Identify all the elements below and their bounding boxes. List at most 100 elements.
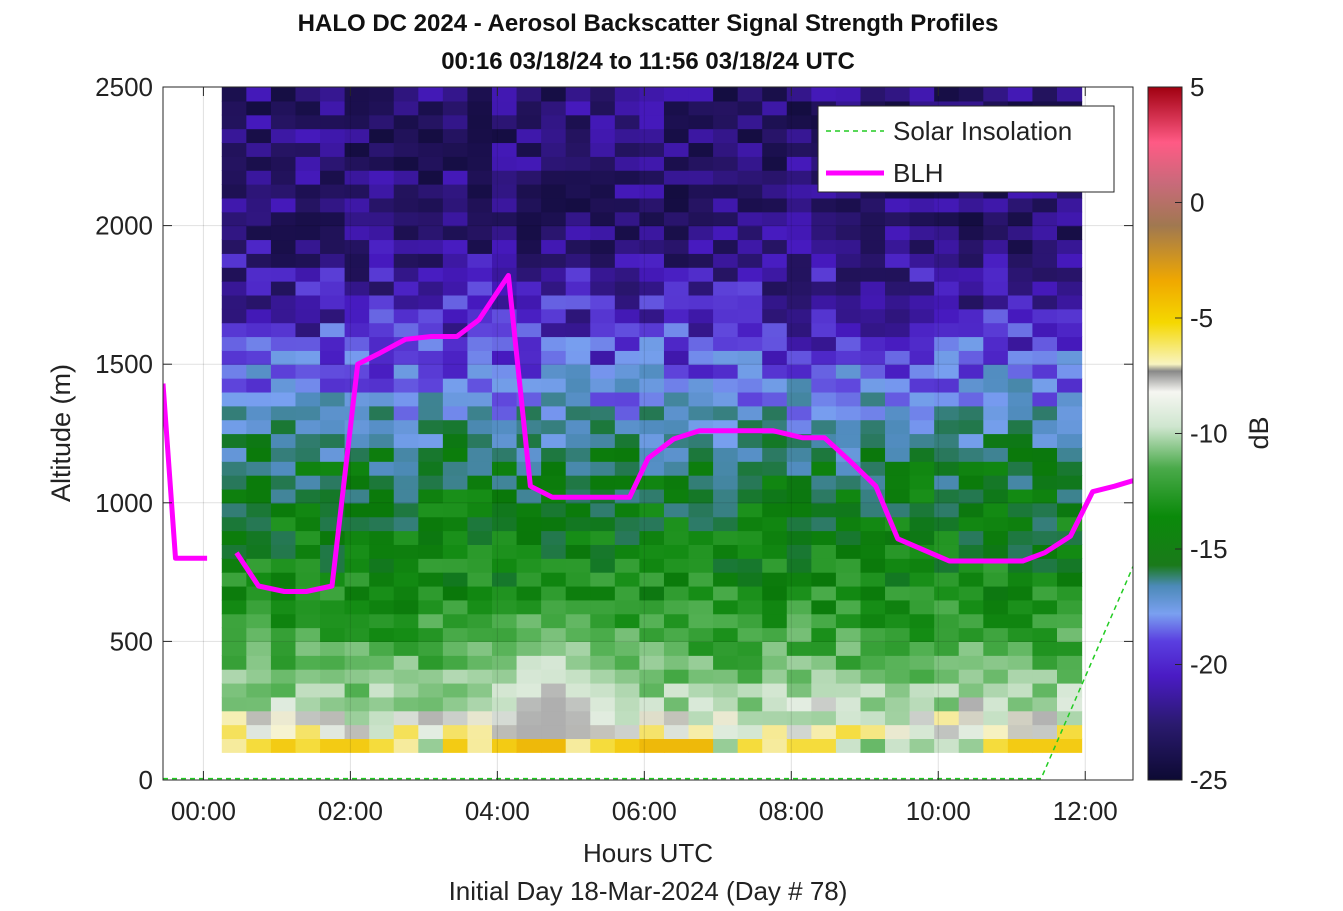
heatmap-cell xyxy=(885,447,911,462)
heatmap-cell xyxy=(835,599,862,615)
heatmap-cell xyxy=(639,488,665,504)
heatmap-cell xyxy=(934,225,960,241)
heatmap-cell xyxy=(393,585,419,601)
heatmap-cell xyxy=(811,391,837,407)
heatmap-cell xyxy=(860,211,886,227)
heatmap-cell xyxy=(442,267,469,282)
heatmap-cell xyxy=(639,308,665,324)
heatmap-cell xyxy=(393,669,419,684)
heatmap-cell xyxy=(639,599,665,615)
heatmap-cell xyxy=(688,294,714,310)
heatmap-cell xyxy=(246,405,272,421)
heatmap-cell xyxy=(835,516,862,532)
heatmap-cell xyxy=(516,655,542,670)
heatmap-cell xyxy=(270,239,297,254)
heatmap-cell xyxy=(885,488,911,504)
heatmap-cell xyxy=(958,350,984,365)
heatmap-cell xyxy=(934,461,960,476)
heatmap-cell xyxy=(492,669,518,684)
heatmap-cell xyxy=(393,184,419,199)
heatmap-cell xyxy=(663,378,690,393)
heatmap-cell xyxy=(1057,267,1083,282)
heatmap-cell xyxy=(442,461,469,476)
heatmap-cell xyxy=(835,419,862,435)
heatmap-cell xyxy=(442,364,469,379)
heatmap-cell xyxy=(541,225,567,241)
heatmap-cell xyxy=(811,502,837,518)
heatmap-cell xyxy=(369,655,395,670)
heatmap-cell xyxy=(663,613,690,629)
heatmap-cell xyxy=(688,682,714,698)
heatmap-cell xyxy=(246,613,272,629)
heatmap-cell xyxy=(246,184,272,199)
heatmap-cell xyxy=(393,724,419,740)
heatmap-cell xyxy=(885,696,911,712)
heatmap-cell xyxy=(811,572,837,587)
heatmap-cell xyxy=(885,391,911,407)
heatmap-cell xyxy=(811,696,837,712)
heatmap-cell xyxy=(1007,710,1034,726)
heatmap-cell xyxy=(983,322,1009,338)
heatmap-cell xyxy=(663,516,690,532)
heatmap-cell xyxy=(614,461,640,476)
heatmap-cell xyxy=(1007,433,1034,448)
heatmap-cell xyxy=(1057,391,1083,407)
heatmap-cell xyxy=(320,475,346,490)
heatmap-cell xyxy=(688,197,714,213)
heatmap-cell xyxy=(270,142,297,157)
heatmap-cell xyxy=(639,170,665,185)
heatmap-cell xyxy=(688,87,714,102)
heatmap-cell xyxy=(958,613,984,629)
heatmap-cell xyxy=(737,558,763,573)
heatmap-cell xyxy=(270,599,297,615)
heatmap-cell xyxy=(590,433,616,448)
heatmap-cell xyxy=(246,447,272,462)
heatmap-cell xyxy=(467,419,493,435)
heatmap-cell xyxy=(786,128,812,144)
heatmap-cell xyxy=(713,724,739,740)
heatmap-cell xyxy=(663,114,690,130)
heatmap-cell xyxy=(221,142,247,157)
heatmap-cell xyxy=(1057,364,1083,379)
heatmap-cell xyxy=(369,488,395,504)
heatmap-cell xyxy=(467,475,493,490)
heatmap-cell xyxy=(737,239,763,254)
heatmap-cell xyxy=(614,613,640,629)
heatmap-cell xyxy=(835,433,862,448)
heatmap-cell xyxy=(835,308,862,324)
heatmap-cell xyxy=(344,558,370,573)
heatmap-cell xyxy=(295,239,321,254)
heatmap-cell xyxy=(369,211,395,227)
heatmap-cell xyxy=(835,669,862,684)
heatmap-cell xyxy=(590,100,616,116)
heatmap-cell xyxy=(786,322,812,338)
heatmap-cell xyxy=(467,669,493,684)
axis-ticks: 00:00 02:00 04:00 06:00 08:00 10:00 12:0005001… xyxy=(95,72,1133,826)
heatmap-cell xyxy=(442,627,469,642)
heatmap-cell xyxy=(221,350,247,365)
heatmap-cell xyxy=(565,613,591,629)
heatmap-cell xyxy=(541,627,567,642)
heatmap-cell xyxy=(811,405,837,421)
heatmap-cell xyxy=(983,391,1009,407)
heatmap-cell xyxy=(713,572,739,587)
heatmap-cell xyxy=(614,558,640,573)
heatmap-cell xyxy=(663,669,690,684)
heatmap-cell xyxy=(663,211,690,227)
heatmap-cell xyxy=(811,322,837,338)
heatmap-cell xyxy=(786,225,812,241)
heatmap-cell xyxy=(221,225,247,241)
heatmap-cell xyxy=(320,599,346,615)
heatmap-cell xyxy=(516,184,542,199)
heatmap-cell xyxy=(811,336,837,351)
heatmap-cell xyxy=(713,558,739,573)
heatmap-cell xyxy=(565,682,591,698)
heatmap-cell xyxy=(885,322,911,338)
heatmap-cell xyxy=(885,558,911,573)
heatmap-cell xyxy=(320,419,346,435)
heatmap-cell xyxy=(320,724,346,740)
heatmap-cell xyxy=(860,253,886,268)
heatmap-cell xyxy=(885,585,911,601)
heatmap-cell xyxy=(909,350,935,365)
heatmap-cell xyxy=(492,336,518,351)
